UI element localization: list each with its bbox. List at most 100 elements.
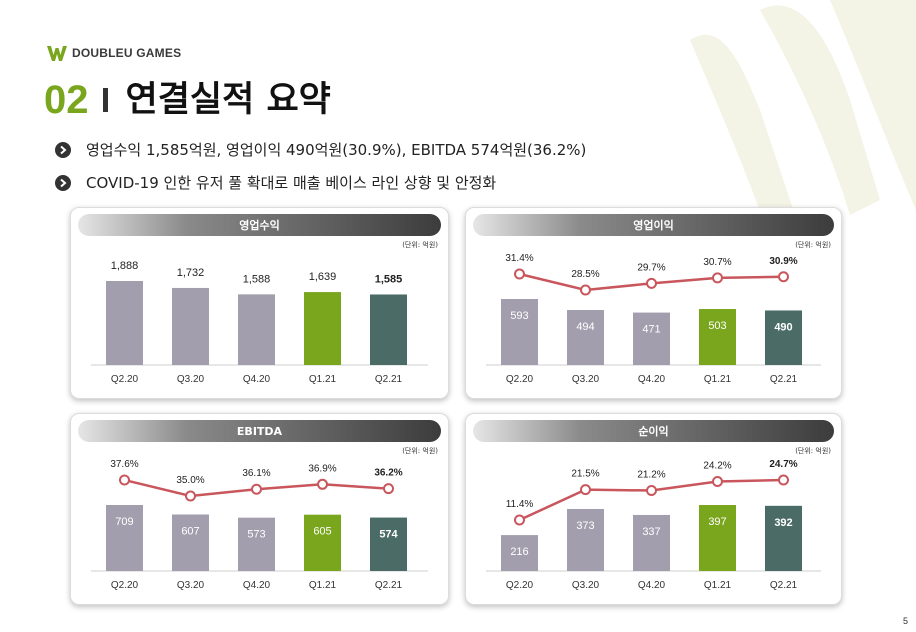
bar-value-label: 337 xyxy=(642,526,660,538)
bar xyxy=(633,312,670,365)
margin-point xyxy=(514,268,525,280)
margin-label: 36.1% xyxy=(242,468,270,479)
bar xyxy=(633,514,670,571)
bar-value-label: 1,588 xyxy=(243,273,271,285)
title-divider xyxy=(102,88,108,112)
margin-label: 28.5% xyxy=(571,269,599,280)
bar-value-label: 397 xyxy=(708,516,726,528)
x-tick-label: Q2.21 xyxy=(375,374,403,385)
x-tick-label: Q2.20 xyxy=(111,374,139,385)
bar xyxy=(501,535,538,571)
x-tick-label: Q2.21 xyxy=(375,580,403,591)
margin-label: 29.7% xyxy=(637,262,665,273)
x-tick-label: Q4.20 xyxy=(638,580,666,591)
margin-label: 24.2% xyxy=(703,461,731,472)
chart-svg: 순이익 (단위: 억원) Q2.20 216 Q3.20 373 Q4.20 337 Q1.21… xyxy=(473,420,834,591)
bar-value-label: 593 xyxy=(510,310,528,322)
x-tick-label: Q2.20 xyxy=(506,580,534,591)
x-tick-label: Q4.20 xyxy=(638,374,666,385)
margin-point xyxy=(646,485,657,497)
bar xyxy=(106,281,143,365)
bar xyxy=(765,505,802,571)
margin-label: 37.6% xyxy=(110,459,138,470)
bar-value-label: 1,639 xyxy=(309,271,337,283)
margin-point xyxy=(646,277,657,289)
bar-value-label: 471 xyxy=(642,324,660,336)
bar-value-label: 1,888 xyxy=(111,260,139,272)
bar-value-label: 373 xyxy=(576,520,594,532)
margin-label: 36.2% xyxy=(374,468,402,479)
bar-value-label: 494 xyxy=(576,321,594,333)
margin-point xyxy=(580,484,591,496)
summary-bullet: 영업수익 1,585억원, 영업이익 490억원(30.9%), EBITDA … xyxy=(55,139,586,160)
bar xyxy=(567,310,604,365)
bar-value-label: 607 xyxy=(181,525,199,537)
x-tick-label: Q1.21 xyxy=(309,580,337,591)
margin-point xyxy=(185,490,196,502)
margin-label: 31.4% xyxy=(505,253,533,264)
summary-bullet: COVID-19 인한 유저 풀 확대로 매출 베이스 라인 상향 및 안정화 xyxy=(55,172,496,193)
bar xyxy=(304,514,341,571)
margin-label: 30.9% xyxy=(769,256,797,267)
margin-point xyxy=(712,272,723,284)
margin-point xyxy=(251,483,262,495)
bar xyxy=(172,514,209,571)
margin-label: 24.7% xyxy=(769,459,797,470)
chart-header xyxy=(473,214,834,236)
chevron-right-circle-icon xyxy=(55,141,71,158)
x-tick-label: Q2.21 xyxy=(770,580,798,591)
bar xyxy=(699,309,736,365)
bar xyxy=(567,508,604,571)
chart-header xyxy=(78,214,441,236)
bar-value-label: 1,585 xyxy=(375,273,403,285)
chart-svg: EBITDA (단위: 억원) Q2.20 709 Q3.20 607 Q4.20 573 Q1… xyxy=(78,420,441,591)
chart-header xyxy=(473,420,834,442)
chart-unit-label: (단위: 억원) xyxy=(402,240,438,249)
bar-value-label: 490 xyxy=(774,321,792,333)
margin-point xyxy=(778,271,789,283)
brand-logo: DOUBLEU GAMES xyxy=(46,43,181,63)
bar xyxy=(172,287,209,365)
bar-value-label: 574 xyxy=(379,529,398,541)
section-title: 연결실적 요약 xyxy=(125,80,331,120)
chart-svg: 영업수익 (단위: 억원) Q2.20 1,888 Q3.20 1,732 Q4.20 1,5… xyxy=(78,214,441,385)
x-tick-label: Q2.20 xyxy=(506,374,534,385)
chart-title: 영업수익 xyxy=(239,219,279,232)
chart-panel-ebitda: EBITDA (단위: 억원) Q2.20 709 Q3.20 607 Q4.20 573 Q1… xyxy=(70,413,449,605)
bar xyxy=(765,310,802,365)
x-tick-label: Q3.20 xyxy=(572,374,600,385)
bullet-text: 영업수익 1,585억원, 영업이익 490억원(30.9%), EBITDA … xyxy=(86,141,587,159)
bar xyxy=(106,505,143,571)
margin-label: 36.9% xyxy=(308,463,336,474)
chart-unit-label: (단위: 억원) xyxy=(795,240,831,249)
chart-title: EBITDA xyxy=(237,425,283,438)
chart-panel-net-income: 순이익 (단위: 억원) Q2.20 216 Q3.20 373 Q4.20 337 Q1.21… xyxy=(465,413,842,605)
page-number: 5 xyxy=(902,616,908,626)
margin-point xyxy=(580,284,591,296)
bar xyxy=(304,292,341,365)
chevron-right-circle-icon xyxy=(55,174,71,191)
margin-point xyxy=(514,514,525,526)
bullet-text: COVID-19 인한 유저 풀 확대로 매출 베이스 라인 상향 및 안정화 xyxy=(86,174,497,192)
doubleu-w-logo-icon xyxy=(47,46,67,61)
x-tick-label: Q2.20 xyxy=(111,580,139,591)
x-tick-label: Q2.21 xyxy=(770,374,798,385)
chart-unit-label: (단위: 억원) xyxy=(402,446,438,455)
chart-unit-label: (단위: 억원) xyxy=(795,446,831,455)
bar xyxy=(238,294,275,365)
x-tick-label: Q1.21 xyxy=(309,374,337,385)
chart-title: 순이익 xyxy=(638,424,668,438)
margin-point xyxy=(712,476,723,488)
margin-label: 21.2% xyxy=(637,470,665,481)
x-tick-label: Q3.20 xyxy=(177,374,205,385)
bar-value-label: 605 xyxy=(313,526,331,538)
bar-value-label: 1,732 xyxy=(177,267,205,279)
x-tick-label: Q1.21 xyxy=(704,374,732,385)
margin-label: 21.5% xyxy=(571,469,599,480)
margin-point xyxy=(317,478,328,490)
x-tick-label: Q4.20 xyxy=(243,374,271,385)
bar-value-label: 216 xyxy=(510,546,528,558)
bar xyxy=(370,294,407,365)
chart-svg: 영업이익 (단위: 억원) Q2.20 593 Q3.20 494 Q4.20 471 Q1.2… xyxy=(473,214,834,385)
brand-name: DOUBLEU GAMES xyxy=(72,46,182,60)
